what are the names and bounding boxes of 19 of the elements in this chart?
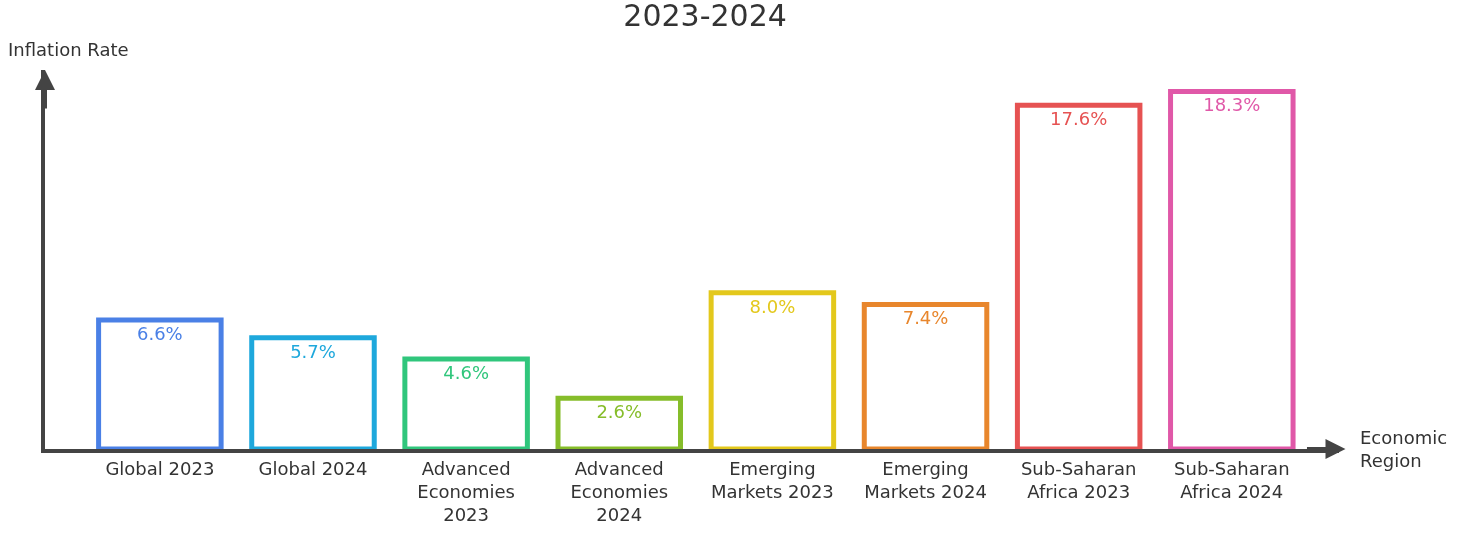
x-tick-label: Sub-Saharan Africa 2023 [1020, 457, 1137, 502]
data-label: 4.6% [443, 362, 489, 384]
data-label: 8.0% [749, 295, 796, 317]
x-tick-label: Sub-Saharan Africa 2024 [1174, 457, 1290, 502]
data-label: 7.4% [902, 307, 949, 329]
x-tick-label: Global 2024 [258, 457, 368, 479]
data-label: 17.6% [1050, 108, 1108, 130]
x-axis-title: Economic Region [1360, 427, 1448, 472]
x-tick-label: Emerging Markets 2024 [864, 457, 987, 502]
x-tick-label: Advanced Economies 2024 [570, 457, 669, 526]
x-tick-label: Advanced Economies 2023 [417, 457, 515, 526]
chart-title: 2023-2024 [623, 0, 787, 34]
x-tick-label: Global 2023 [105, 457, 215, 479]
data-label: 18.3% [1203, 94, 1261, 116]
y-axis-title: Inflation Rate [8, 39, 129, 60]
data-label: 6.6% [136, 323, 183, 345]
x-tick-label: Emerging Markets 2023 [711, 457, 834, 502]
data-label: 5.7% [290, 340, 336, 362]
data-label: 2.6% [596, 401, 643, 423]
